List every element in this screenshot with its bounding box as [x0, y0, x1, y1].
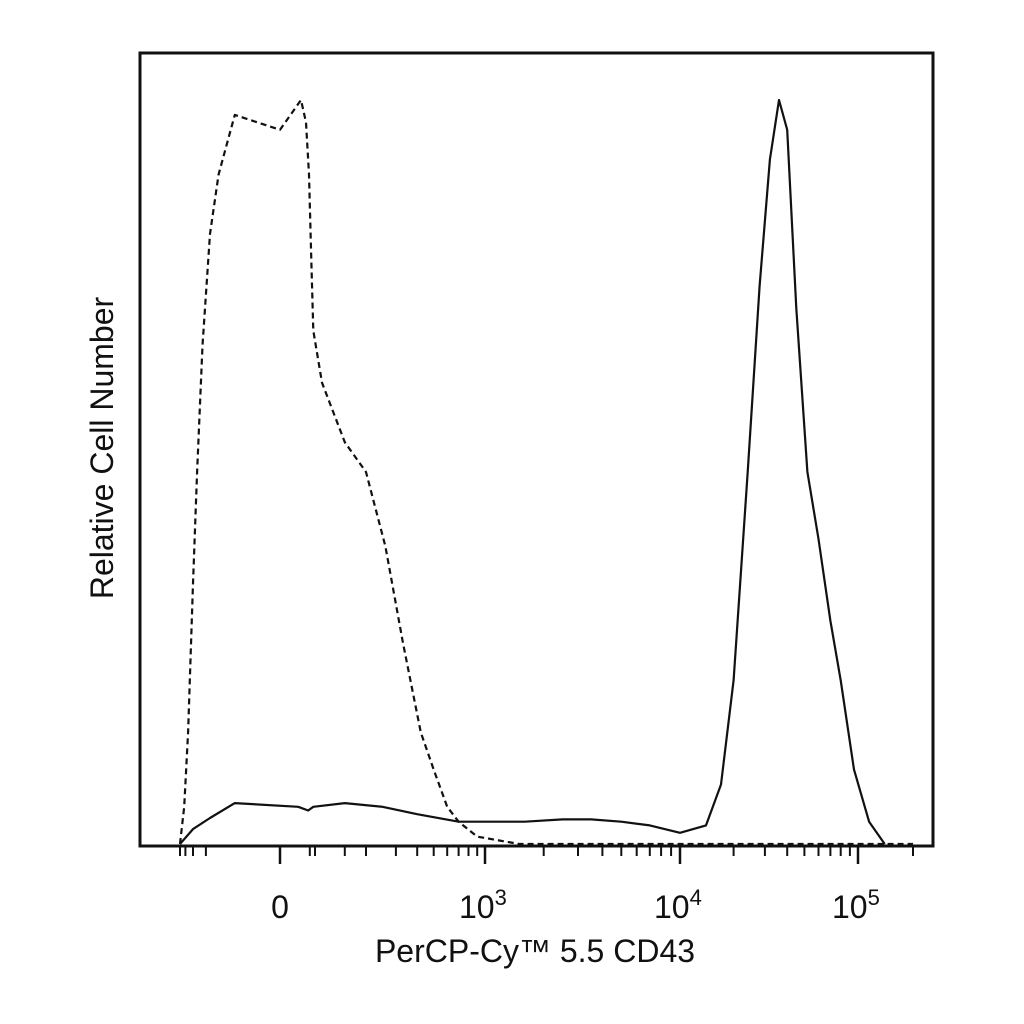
series-group — [178, 98, 913, 846]
plot-frame — [138, 51, 935, 848]
x-tick-label: 103 — [459, 885, 507, 925]
x-tick-label: 0 — [271, 889, 289, 925]
series-line-solid — [179, 98, 886, 845]
x-tick-label: 105 — [832, 885, 880, 925]
x-tick-label: 104 — [654, 885, 702, 925]
x-axis-ticks — [179, 846, 914, 864]
x-tick-labels: 0 103 104 105 — [271, 885, 880, 925]
series-line-dashed — [178, 98, 913, 846]
x-axis-label: PerCP-Cy™ 5.5 CD43 — [375, 933, 695, 969]
y-axis-label: Relative Cell Number — [84, 296, 120, 599]
